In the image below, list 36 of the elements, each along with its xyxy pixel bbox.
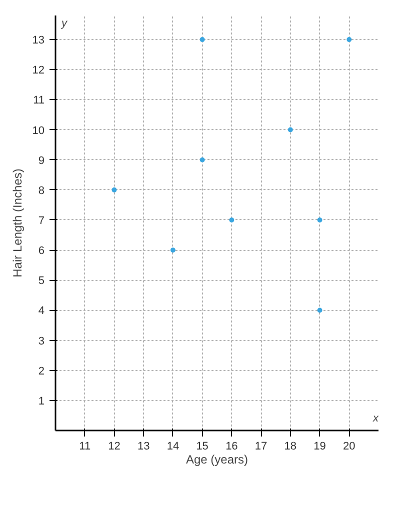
annotation: y xyxy=(60,18,68,30)
x-tick-label: 18 xyxy=(284,440,297,452)
y-tick-label: 12 xyxy=(32,64,45,77)
y-tick-label: 9 xyxy=(38,154,45,167)
y-tick-label: 4 xyxy=(38,305,45,318)
point xyxy=(346,37,352,42)
point xyxy=(317,217,322,222)
point xyxy=(317,308,322,313)
point xyxy=(288,127,293,132)
x-tick-label: 15 xyxy=(196,440,208,452)
point xyxy=(112,187,117,192)
x-tick-label: 11 xyxy=(79,440,91,452)
x-tick-label: 14 xyxy=(166,440,180,452)
y-tick-label: 10 xyxy=(32,124,45,137)
x-tick-label: 12 xyxy=(108,440,120,452)
x-tick-label: 19 xyxy=(314,440,326,452)
y-tick-label: 3 xyxy=(38,335,45,348)
y-tick-label: 5 xyxy=(38,275,45,288)
y-axis-title: Hair Length (Inches) xyxy=(10,168,24,278)
x-tick-label: 17 xyxy=(254,440,268,452)
x-tick-label: 20 xyxy=(343,440,356,452)
point xyxy=(170,248,176,253)
y-tick-label: 7 xyxy=(38,214,45,227)
annotation: x xyxy=(372,412,379,424)
y-tick-label: 2 xyxy=(38,365,45,378)
y-tick-label: 13 xyxy=(32,34,45,47)
x-tick-label: 13 xyxy=(137,440,150,452)
point xyxy=(229,217,234,222)
y-tick-label: 1 xyxy=(38,395,45,408)
y-tick-label: 6 xyxy=(38,245,45,258)
y-tick-label: 8 xyxy=(38,184,45,197)
x-axis-title: Age (years) xyxy=(186,452,248,466)
point xyxy=(200,37,205,42)
y-tick-label: 11 xyxy=(33,94,45,107)
point xyxy=(200,157,205,162)
x-tick-label: 16 xyxy=(226,440,238,452)
